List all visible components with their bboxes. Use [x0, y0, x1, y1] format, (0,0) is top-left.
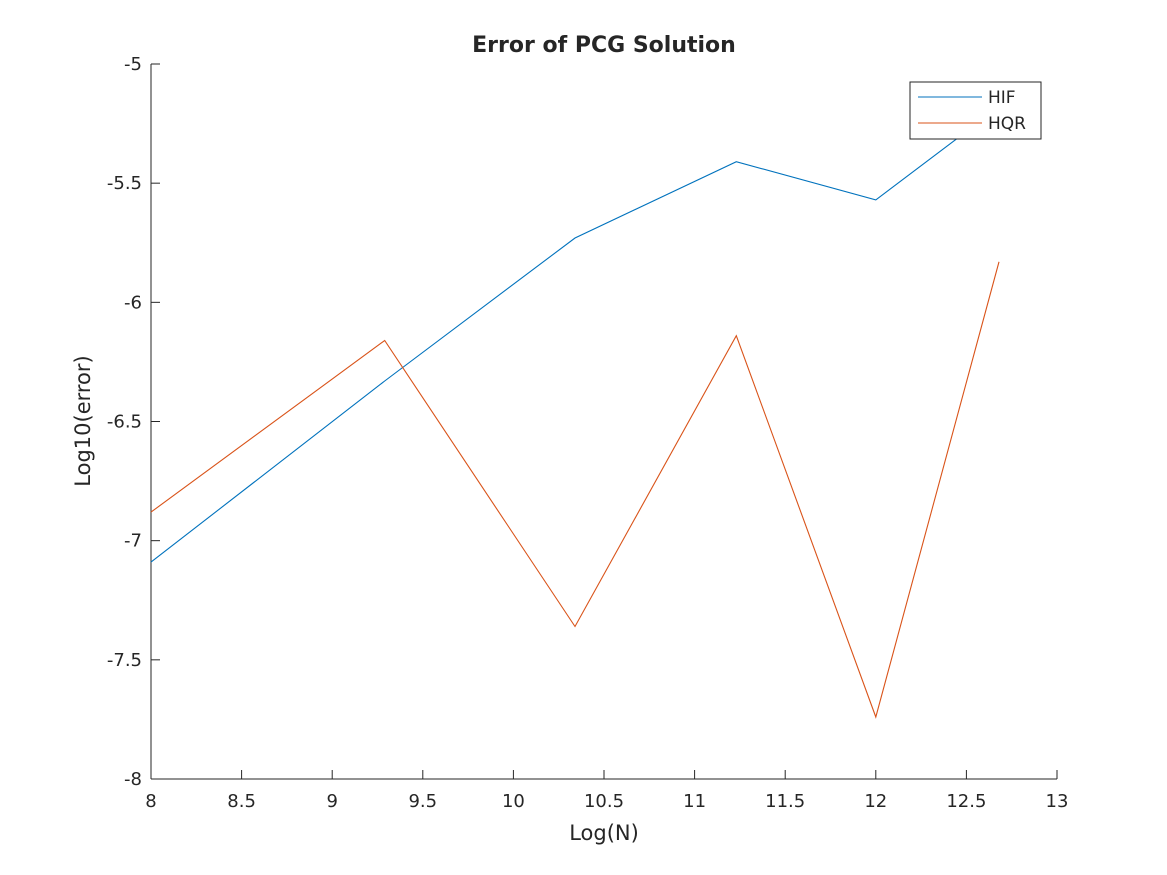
y-tick-label: -7.5 [107, 650, 142, 671]
x-tick-label: 11.5 [765, 791, 805, 812]
y-tick-label: -7 [124, 531, 142, 552]
x-tick-label: 13 [1046, 791, 1069, 812]
x-tick-label: 8 [145, 791, 156, 812]
series-line-hif [150, 106, 1000, 563]
legend-label-hif: HIF [988, 88, 1016, 108]
x-tick-label: 12.5 [946, 791, 986, 812]
x-tick-label: 10.5 [584, 791, 624, 812]
legend: HIF HQR [909, 81, 1042, 140]
y-tick-label: -5.5 [107, 173, 142, 194]
legend-box [909, 81, 1042, 140]
x-tick-label: 10 [502, 791, 525, 812]
series-line-hqr [150, 261, 1000, 719]
x-tick-label: 11 [683, 791, 706, 812]
x-tick-label: 12 [864, 791, 887, 812]
y-tick-label: -6.5 [107, 412, 142, 433]
y-tick-label: -8 [124, 769, 142, 790]
x-tick-label: 8.5 [227, 791, 256, 812]
y-axis-label: Log10(error) [71, 355, 95, 486]
y-tick-label: -5 [124, 54, 142, 75]
x-tick-label: 9.5 [408, 791, 437, 812]
x-axis-label: Log(N) [569, 821, 639, 845]
y-tick-label: -6 [124, 292, 142, 313]
x-tick-label: 9 [326, 791, 337, 812]
chart-title: Error of PCG Solution [472, 33, 736, 58]
plot-area: 8 8.5 9 9.5 10 10.5 11 11.5 12 12.5 13 -5 -5.5 -6 -6.5… [107, 54, 1069, 812]
legend-label-hqr: HQR [988, 114, 1026, 134]
